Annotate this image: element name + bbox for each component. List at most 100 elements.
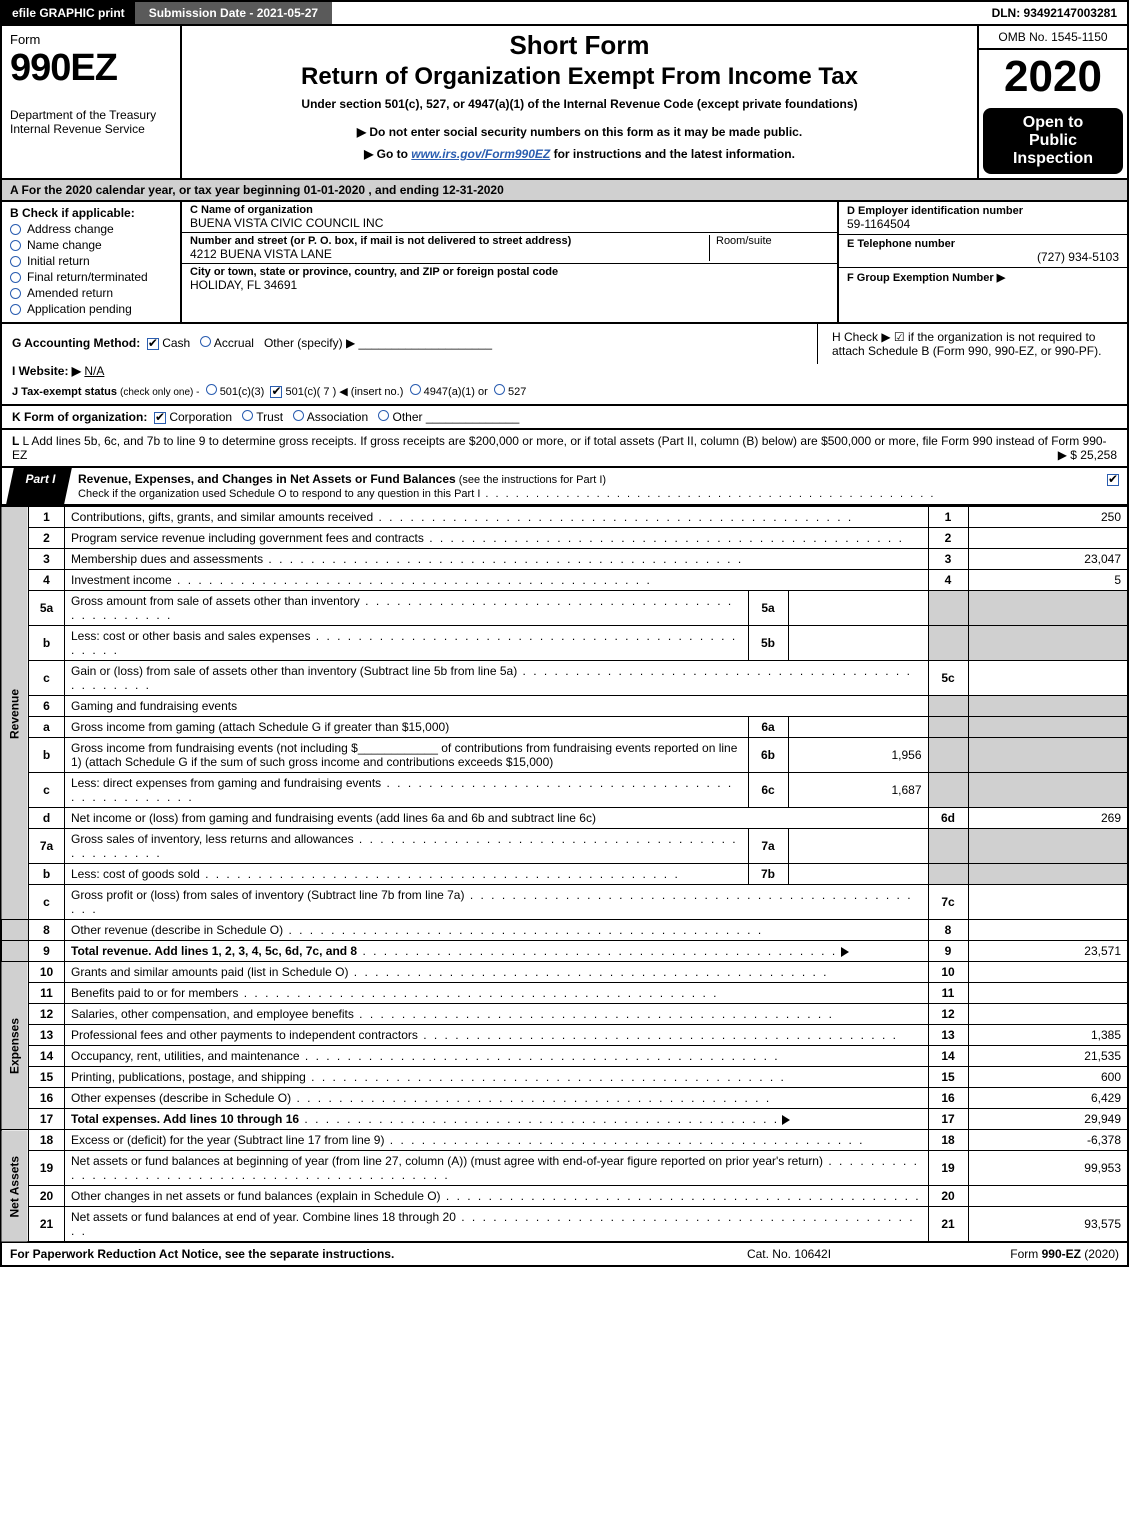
dln: DLN: 93492147003281 — [982, 2, 1127, 24]
row-ghij: G Accounting Method: Cash Accrual Other … — [0, 324, 1129, 406]
row-l: L L Add lines 5b, 6c, and 7b to line 9 t… — [0, 430, 1129, 468]
org-street: 4212 BUENA VISTA LANE — [190, 247, 709, 261]
dept-treasury: Department of the Treasury — [10, 108, 172, 122]
k-trust: Trust — [256, 410, 283, 424]
open-public-badge: Open to Public Inspection — [983, 108, 1123, 174]
part1-sub: (see the instructions for Part I) — [456, 474, 606, 486]
j-527: 527 — [508, 386, 526, 398]
checkbox-address-change[interactable] — [10, 224, 21, 235]
open-to: Open to — [987, 114, 1119, 132]
arrow-icon — [782, 1115, 790, 1125]
goto-post: for instructions and the latest informat… — [550, 147, 795, 161]
checkbox-name-change[interactable] — [10, 240, 21, 251]
checkbox-accrual[interactable] — [200, 336, 211, 347]
g-cash: Cash — [162, 336, 190, 350]
line-16: 16 Other expenses (describe in Schedule … — [1, 1088, 1128, 1109]
j-4947: 4947(a)(1) or — [424, 386, 488, 398]
line-7b: b Less: cost of goods sold 7b — [1, 864, 1128, 885]
checkbox-501c[interactable] — [270, 386, 282, 398]
line-1: Revenue 1 Contributions, gifts, grants, … — [1, 507, 1128, 528]
dept-irs: Internal Revenue Service — [10, 122, 172, 136]
line-6b: b Gross income from fundraising events (… — [1, 738, 1128, 773]
b-name: Name change — [27, 238, 102, 252]
h-box: H Check ▶ ☑ if the organization is not r… — [817, 324, 1127, 364]
return-title: Return of Organization Exempt From Incom… — [192, 63, 967, 91]
b-amended: Amended return — [27, 286, 113, 300]
g-accrual: Accrual — [214, 336, 254, 350]
f-group-label: F Group Exemption Number ▶ — [847, 271, 1119, 284]
form-number: 990EZ — [10, 47, 172, 90]
efile-label: efile GRAPHIC print — [2, 2, 135, 24]
b-app: Application pending — [27, 302, 132, 316]
header-mid: Short Form Return of Organization Exempt… — [182, 26, 977, 178]
line-12: 12 Salaries, other compensation, and emp… — [1, 1004, 1128, 1025]
under-section: Under section 501(c), 527, or 4947(a)(1)… — [192, 97, 967, 111]
line-2: 2 Program service revenue including gove… — [1, 528, 1128, 549]
line-5b: b Less: cost or other basis and sales ex… — [1, 626, 1128, 661]
revenue-sidelabel: Revenue — [1, 507, 29, 920]
l-text: L Add lines 5b, 6c, and 7b to line 9 to … — [12, 434, 1107, 462]
d-ein: 59-1164504 — [847, 217, 1119, 231]
checkbox-initial-return[interactable] — [10, 256, 21, 267]
checkbox-schedule-o[interactable] — [1107, 474, 1119, 486]
checkbox-527[interactable] — [494, 384, 505, 395]
checkbox-corporation[interactable] — [154, 412, 166, 424]
line-5c: c Gain or (loss) from sale of assets oth… — [1, 661, 1128, 696]
form-word: Form — [10, 32, 172, 47]
line-3: 3 Membership dues and assessments 3 23,0… — [1, 549, 1128, 570]
checkbox-other[interactable] — [378, 410, 389, 421]
checkbox-app-pending[interactable] — [10, 304, 21, 315]
checkbox-association[interactable] — [293, 410, 304, 421]
d-ein-label: D Employer identification number — [847, 205, 1119, 217]
footer: For Paperwork Reduction Act Notice, see … — [0, 1243, 1129, 1267]
b-initial: Initial return — [27, 254, 90, 268]
part1-header: Part I Revenue, Expenses, and Changes in… — [0, 468, 1129, 506]
short-form-title: Short Form — [192, 30, 967, 61]
checkbox-amended[interactable] — [10, 288, 21, 299]
header-right: OMB No. 1545-1150 2020 Open to Public In… — [977, 26, 1127, 178]
line-13: 13 Professional fees and other payments … — [1, 1025, 1128, 1046]
arrow-icon — [841, 947, 849, 957]
line-7a: 7a Gross sales of inventory, less return… — [1, 829, 1128, 864]
line-8: 8 Other revenue (describe in Schedule O)… — [1, 920, 1128, 941]
lines-table: Revenue 1 Contributions, gifts, grants, … — [0, 506, 1129, 1243]
k-corp: Corporation — [169, 410, 232, 424]
do-not-enter-ssn: ▶ Do not enter social security numbers o… — [192, 125, 967, 139]
checkbox-final-return[interactable] — [10, 272, 21, 283]
gh-left: G Accounting Method: Cash Accrual Other … — [2, 324, 817, 364]
l-value: ▶ $ 25,258 — [1058, 448, 1117, 462]
e-phone-label: E Telephone number — [847, 238, 1119, 250]
header: Form 990EZ Department of the Treasury In… — [0, 26, 1129, 180]
line-10: Expenses 10 Grants and similar amounts p… — [1, 962, 1128, 983]
checkbox-4947[interactable] — [410, 384, 421, 395]
irs-link[interactable]: www.irs.gov/Form990EZ — [411, 147, 550, 161]
checkbox-501c3[interactable] — [206, 384, 217, 395]
checkbox-trust[interactable] — [242, 410, 253, 421]
c-street-label: Number and street (or P. O. box, if mail… — [190, 235, 709, 247]
netassets-sidelabel: Net Assets — [1, 1130, 29, 1243]
b-final: Final return/terminated — [27, 270, 148, 284]
row-k: K Form of organization: Corporation Trus… — [0, 406, 1129, 430]
submission-date: Submission Date - 2021-05-27 — [135, 2, 332, 24]
checkbox-cash[interactable] — [147, 338, 159, 350]
line-18: Net Assets 18 Excess or (deficit) for th… — [1, 1130, 1128, 1151]
footer-catno: Cat. No. 10642I — [679, 1247, 899, 1261]
expenses-sidelabel: Expenses — [1, 962, 29, 1130]
g-other: Other (specify) ▶ — [264, 336, 355, 350]
k-label: K Form of organization: — [12, 410, 147, 424]
row-a-tax-year: A For the 2020 calendar year, or tax yea… — [0, 180, 1129, 202]
h-text: H Check ▶ ☑ if the organization is not r… — [832, 330, 1101, 358]
org-city: HOLIDAY, FL 34691 — [190, 278, 829, 292]
footer-paperwork: For Paperwork Reduction Act Notice, see … — [10, 1247, 679, 1261]
goto-line: ▶ Go to www.irs.gov/Form990EZ for instru… — [192, 147, 967, 161]
line-5a: 5a Gross amount from sale of assets othe… — [1, 591, 1128, 626]
g-label: G Accounting Method: — [12, 336, 140, 350]
omb-number: OMB No. 1545-1150 — [979, 26, 1127, 50]
inspection: Inspection — [987, 150, 1119, 168]
part1-tab: Part I — [6, 468, 72, 504]
goto-pre: ▶ Go to — [364, 147, 411, 161]
col-def: D Employer identification number 59-1164… — [837, 202, 1127, 322]
j-501c3: 501(c)(3) — [220, 386, 265, 398]
header-left: Form 990EZ Department of the Treasury In… — [2, 26, 182, 178]
tax-year: 2020 — [979, 50, 1127, 104]
